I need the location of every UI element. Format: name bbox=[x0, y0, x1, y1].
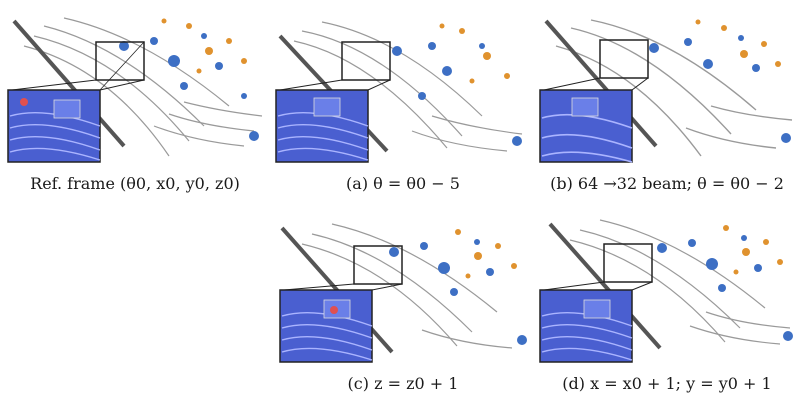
orange-points bbox=[439, 23, 510, 84]
lidar-point-cloud-image bbox=[539, 219, 793, 363]
zoom-inset bbox=[7, 41, 145, 163]
blue-points bbox=[392, 42, 522, 146]
caption-d: (d) x = x0 + 1; y = y0 + 1 bbox=[562, 374, 772, 393]
panel-reference-frame: Ref. frame (θ0, x0, y0, z0) bbox=[4, 6, 266, 201]
caption-c: (c) z = z0 + 1 bbox=[347, 374, 459, 393]
zoom-inset bbox=[279, 245, 403, 363]
zoom-inset bbox=[539, 243, 653, 363]
lidar-point-cloud-image bbox=[539, 19, 793, 163]
blue-points bbox=[649, 35, 791, 143]
panel-d: (d) x = x0 + 1; y = y0 + 1 bbox=[536, 206, 798, 401]
caption-reference-frame: Ref. frame (θ0, x0, y0, z0) bbox=[30, 174, 240, 193]
road-pole bbox=[544, 19, 658, 148]
orange-points bbox=[723, 225, 783, 275]
blue-points bbox=[657, 235, 793, 341]
panel-b: (b) 64 →32 beam; θ = θ0 − 2 bbox=[536, 6, 798, 201]
caption-a: (a) θ = θ0 − 5 bbox=[346, 174, 460, 193]
orange-points bbox=[695, 19, 781, 67]
road-pole bbox=[548, 222, 662, 350]
lidar-point-cloud-image bbox=[275, 21, 523, 163]
panel-c: (c) z = z0 + 1 bbox=[272, 206, 534, 401]
scan-lines bbox=[301, 223, 513, 349]
orange-points bbox=[455, 229, 517, 279]
panel-a: (a) θ = θ0 − 5 bbox=[272, 6, 534, 201]
blue-points bbox=[389, 239, 527, 345]
orange-points bbox=[161, 18, 247, 74]
blue-points bbox=[119, 33, 259, 141]
zoom-inset bbox=[275, 41, 391, 163]
zoom-inset bbox=[539, 39, 649, 163]
lidar-point-cloud-image bbox=[7, 17, 263, 163]
lidar-point-cloud-image bbox=[279, 223, 527, 363]
caption-b: (b) 64 →32 beam; θ = θ0 − 2 bbox=[550, 174, 784, 193]
scan-lines bbox=[293, 21, 523, 152]
